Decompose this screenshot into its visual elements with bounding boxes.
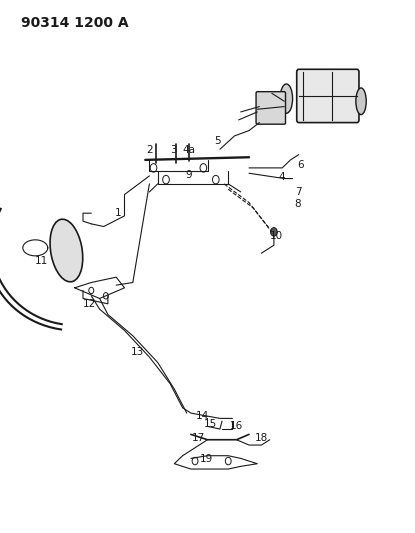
- Circle shape: [200, 164, 207, 172]
- Text: 19: 19: [200, 455, 213, 464]
- Circle shape: [225, 457, 231, 465]
- Text: 5: 5: [215, 136, 221, 146]
- Circle shape: [150, 164, 157, 172]
- Text: 18: 18: [255, 433, 268, 443]
- Text: 8: 8: [295, 199, 301, 208]
- Text: 12: 12: [83, 299, 96, 309]
- Text: 7: 7: [295, 187, 302, 197]
- Circle shape: [89, 287, 94, 294]
- Text: 15: 15: [204, 419, 217, 429]
- Text: 4a: 4a: [182, 146, 195, 155]
- Text: 3: 3: [170, 146, 177, 155]
- Ellipse shape: [50, 219, 83, 282]
- Circle shape: [103, 293, 108, 299]
- Ellipse shape: [280, 84, 293, 114]
- Circle shape: [271, 228, 277, 236]
- Ellipse shape: [356, 88, 366, 115]
- Text: 14: 14: [196, 411, 209, 421]
- Text: 16: 16: [230, 422, 243, 431]
- Text: 4: 4: [279, 172, 286, 182]
- Text: 6: 6: [298, 160, 304, 170]
- Text: 9: 9: [186, 170, 192, 180]
- Text: 90314 1200 A: 90314 1200 A: [21, 16, 128, 30]
- Text: 10: 10: [269, 231, 283, 240]
- Text: 1: 1: [115, 208, 122, 218]
- Text: 17: 17: [192, 433, 205, 443]
- Circle shape: [163, 175, 169, 184]
- FancyBboxPatch shape: [297, 69, 359, 123]
- Text: 13: 13: [130, 347, 144, 357]
- Text: 11: 11: [35, 256, 48, 266]
- Circle shape: [212, 175, 219, 184]
- FancyBboxPatch shape: [256, 92, 286, 124]
- Circle shape: [192, 457, 198, 465]
- Text: 2: 2: [146, 146, 153, 155]
